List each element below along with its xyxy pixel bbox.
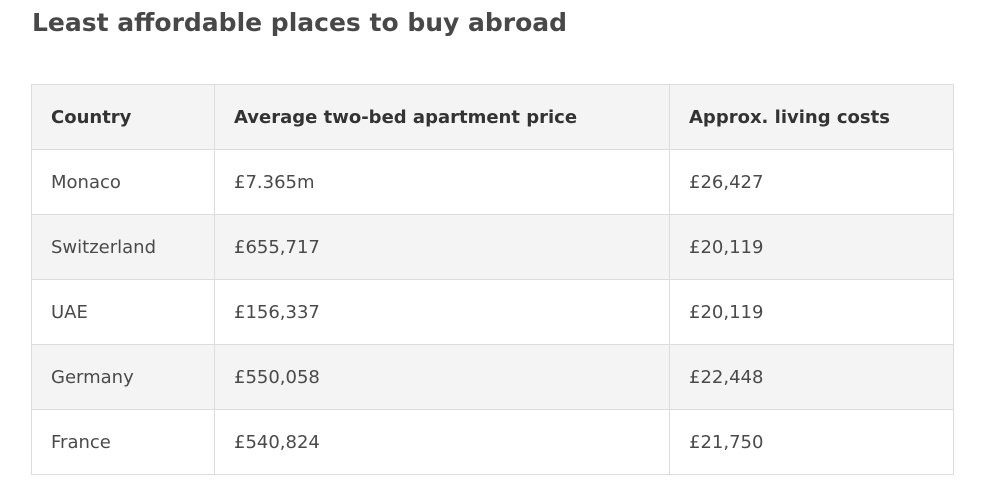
header-cell: Approx. living costs: [669, 84, 954, 150]
table-row: Monaco £7.365m £26,427: [31, 149, 954, 215]
table-cell: £156,337: [214, 279, 670, 345]
table-row: Switzerland £655,717 £20,119: [31, 214, 954, 280]
table-head: Country Average two-bed apartment price Ap…: [31, 84, 954, 150]
table-cell: £655,717: [214, 214, 670, 280]
header-row: Country Average two-bed apartment price Ap…: [31, 84, 954, 150]
table-row: Germany £550,058 £22,448: [31, 344, 954, 410]
table-cell: Monaco: [31, 149, 215, 215]
table-body: Monaco £7.365m £26,427 Switzerland £655,717 £…: [31, 149, 954, 475]
table-cell: £21,750: [669, 409, 954, 475]
table-cell: £540,824: [214, 409, 670, 475]
title: Least affordable places to buy abroad: [32, 8, 568, 37]
table-cell: Germany: [31, 344, 215, 410]
table-cell: France: [31, 409, 215, 475]
table-cell: £7.365m: [214, 149, 670, 215]
header-cell: Country: [31, 84, 215, 150]
table-cell: £20,119: [669, 279, 954, 345]
table-row: France £540,824 £21,750: [31, 409, 954, 475]
table-cell: Switzerland: [31, 214, 215, 280]
table-cell: £550,058: [214, 344, 670, 410]
table-cell: £20,119: [669, 214, 954, 280]
table: Country Average two-bed apartment price Ap…: [31, 84, 954, 475]
table-cell: £22,448: [669, 344, 954, 410]
table-cell: £26,427: [669, 149, 954, 215]
table-cell: UAE: [31, 279, 215, 345]
table-row: UAE £156,337 £20,119: [31, 279, 954, 345]
header-cell: Average two-bed apartment price: [214, 84, 670, 150]
